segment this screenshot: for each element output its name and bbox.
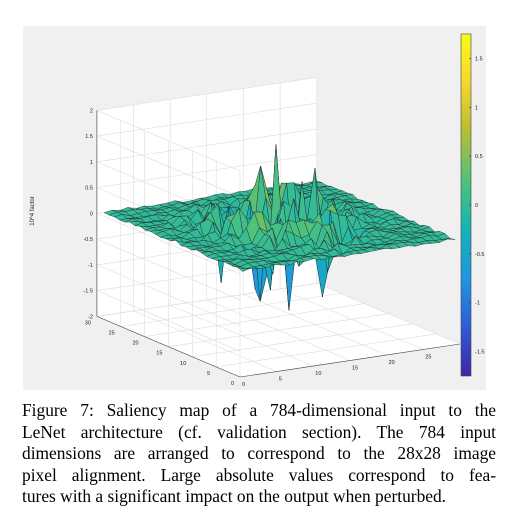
colorbar-tick-label: -1.5: [475, 350, 484, 356]
grid-line: [96, 77, 317, 111]
grid-line: [96, 135, 241, 198]
colorbar-tick-label: -0.5: [475, 252, 484, 258]
z-axis-label: 10^4 factor: [30, 196, 36, 226]
x-tick-label: 20: [389, 360, 395, 366]
colorbar-tick-label: 1.5: [475, 56, 483, 62]
z-tick-label: -0.5: [83, 237, 92, 243]
grid-line: [96, 213, 241, 275]
z-tick-label: 1: [90, 160, 93, 166]
y-tick-label: 0: [231, 381, 234, 387]
z-tick-label: -1.5: [83, 289, 92, 295]
y-tick-label: 20: [132, 341, 138, 347]
z-tick-label: 1.5: [85, 134, 93, 140]
x-axis-line: [239, 343, 460, 378]
caption-line: LeNet architecture (cf. validation secti…: [22, 421, 496, 442]
grid-line: [96, 238, 241, 301]
grid-line: [96, 102, 317, 137]
surface-plot: 05101520253005101520253021.510.50-0.5-1-…: [30, 33, 484, 388]
grid-line: [316, 283, 461, 345]
z-tick-label: 2: [90, 108, 93, 114]
surface-cell: [237, 267, 251, 272]
z-tick-label: 0.5: [85, 186, 93, 192]
y-axis-line: [96, 316, 241, 378]
x-tick-label: 0: [242, 382, 245, 388]
axes-labels: 05101520253005101520253021.510.50-0.5-1-…: [83, 108, 468, 388]
grid-line: [96, 128, 317, 163]
grid-line: [96, 110, 241, 172]
grid-line: [96, 283, 317, 317]
x-tick-label: 5: [279, 377, 282, 383]
caption-line: Figure 7: Saliency map of a 784-dimensio…: [22, 400, 496, 420]
y-tick-label: 10: [180, 361, 186, 367]
colorbar-tick-label: 0: [475, 203, 478, 209]
y-tick-label: 30: [85, 320, 91, 326]
surface-mesh: [103, 144, 456, 311]
z-tick-label: 0: [90, 211, 93, 217]
colorbar-tick-label: 0.5: [475, 154, 483, 160]
grid-line: [96, 264, 241, 326]
figure-caption: Figure 7: Saliency map of a 784-dimensio…: [22, 400, 496, 508]
z-tick-label: -1: [88, 263, 93, 269]
x-tick-label: 15: [352, 366, 358, 372]
y-tick-label: 25: [109, 331, 115, 337]
y-tick-label: 5: [207, 371, 210, 377]
grid-line: [96, 290, 241, 352]
grid-line: [96, 180, 317, 214]
colorbar: 1.5 1 0.5 0 -0.5 -1 -1.5: [460, 33, 484, 377]
caption-line: dimensions are arranged to correspond to…: [22, 443, 496, 463]
x-tick-label: 25: [425, 355, 431, 361]
z-tick-label: -2: [88, 314, 93, 320]
axes-back: [96, 77, 461, 378]
colorbar-tick-label: -1: [475, 301, 480, 307]
colorbar-tick-label: 1: [475, 105, 478, 111]
grid-line: [96, 154, 317, 188]
caption-line: pixel alignment. Large absolute values c…: [22, 464, 496, 485]
figure-panel: 05101520253005101520253021.510.50-0.5-1-…: [23, 26, 486, 390]
x-tick-label: 10: [315, 371, 321, 377]
grid-line: [120, 293, 341, 327]
y-tick-label: 15: [156, 351, 162, 357]
caption-line: tures with a significant impact on the o…: [22, 486, 447, 506]
